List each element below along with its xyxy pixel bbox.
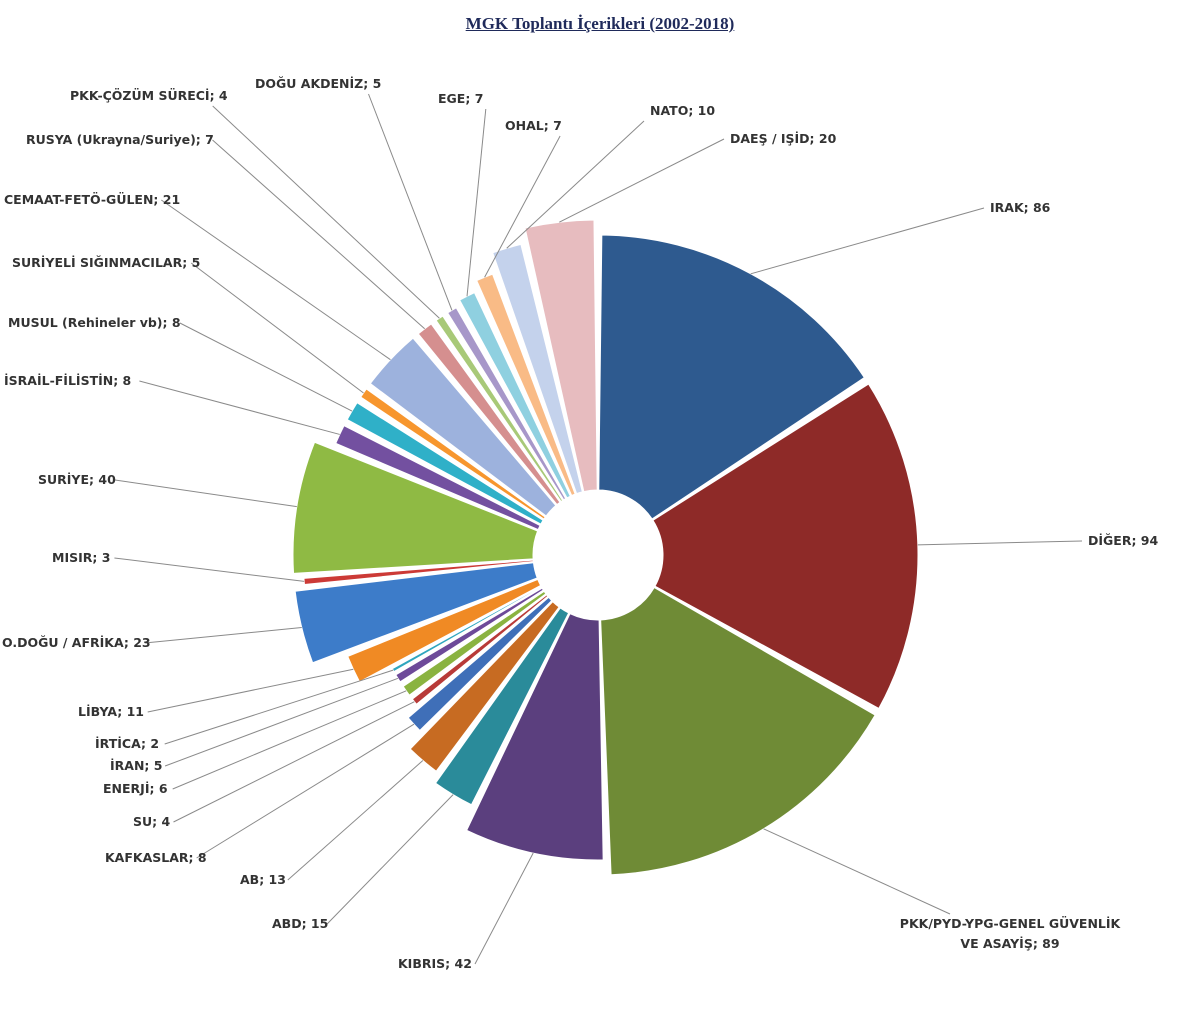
pie-slice-irak xyxy=(598,234,866,520)
pie-slice-su xyxy=(411,594,549,705)
pie-slice-nato xyxy=(492,243,583,495)
leader-line xyxy=(164,677,399,767)
slice-label: O.DOĞU / AFRİKA; 23 xyxy=(2,635,151,650)
slice-label: RUSYA (Ukrayna/Suriye); 7 xyxy=(26,132,214,147)
pie-slice-ohal xyxy=(476,273,576,497)
slice-label: İSRAİL-FİLİSTİN; 8 xyxy=(4,373,131,388)
leader-line xyxy=(368,93,453,311)
pie-slice-cemaat-fet-g-len xyxy=(369,337,557,517)
leader-line xyxy=(161,199,391,361)
slice-label: NATO; 10 xyxy=(650,103,715,118)
slice-label: OHAL; 7 xyxy=(505,118,562,133)
pie-slice-i-ran xyxy=(395,587,544,683)
leader-line xyxy=(506,120,645,249)
pie-slice-suri-ye xyxy=(292,441,539,574)
pie-slice-pkk-pyd-ypg-genel-g-venli-k-ve-asayi xyxy=(600,586,876,876)
slice-label: İRAN; 5 xyxy=(110,758,162,773)
leader-line xyxy=(287,760,424,881)
pie-slice-ege xyxy=(459,291,571,499)
pie-slice-suri-yeli-si-inmacilar xyxy=(360,388,546,520)
slice-label: İRTİCA; 2 xyxy=(95,736,159,751)
leader-line xyxy=(196,723,415,859)
slice-label: IRAK; 86 xyxy=(990,200,1051,215)
leader-line xyxy=(139,380,340,435)
slice-label: SURİYELİ SIĞINMACILAR; 5 xyxy=(12,255,200,270)
leader-line xyxy=(190,262,364,394)
slice-label: DOĞU AKDENİZ; 5 xyxy=(255,76,381,91)
leader-line xyxy=(164,669,394,745)
leader-line xyxy=(474,852,534,965)
slice-label: DİĞER; 94 xyxy=(1088,533,1158,548)
slice-label: KAFKASLAR; 8 xyxy=(105,850,207,865)
slice-label: PKK-ÇÖZÜM SÜRECİ; 4 xyxy=(70,88,228,103)
leader-line xyxy=(114,557,305,582)
pie-slice-i-srai-l-fi-li-sti-n xyxy=(335,424,541,531)
slice-label: SURİYE; 40 xyxy=(38,472,116,487)
pie-slice-misir xyxy=(303,559,534,586)
slice-label: VE ASAYİŞ; 89 xyxy=(960,936,1059,951)
slice-label: MUSUL (Rehineler vb); 8 xyxy=(8,315,181,330)
pie-slice-i-rti-ca xyxy=(391,585,543,673)
slice-label: SU; 4 xyxy=(133,814,171,829)
leader-line xyxy=(212,139,425,330)
pie-slice-ab xyxy=(409,601,560,772)
pie-slice-musul-rehineler-vb xyxy=(346,402,544,525)
slice-label: MISIR; 3 xyxy=(52,550,110,565)
leader-line xyxy=(179,322,353,412)
pie-slice-do-u-akdeni-z xyxy=(447,307,567,501)
pie-slice-kafkaslar xyxy=(407,596,553,732)
leader-line xyxy=(326,794,454,925)
leader-line xyxy=(212,105,440,319)
leader-line xyxy=(147,668,354,713)
pie-slice-abd xyxy=(434,607,570,806)
pie-slice-kibris xyxy=(466,613,604,861)
slice-label: ENERJİ; 6 xyxy=(103,781,168,796)
leader-line xyxy=(144,627,302,644)
slice-label: LİBYA; 11 xyxy=(78,704,144,719)
pie-slice-pkk-z-m-s-reci xyxy=(435,315,564,503)
chart-title: MGK Toplantı İçerikleri (2002-2018) xyxy=(465,14,735,33)
slice-label: PKK/PYD-YPG-GENEL GÜVENLİK xyxy=(900,916,1122,931)
leader-line xyxy=(763,828,951,915)
leader-line xyxy=(484,135,561,278)
leader-line xyxy=(114,479,297,508)
pie-slice-rusya-ukrayna-suriye xyxy=(417,323,561,506)
leader-line xyxy=(172,690,407,790)
leader-line xyxy=(466,108,487,297)
pie-slice-enerji xyxy=(402,590,547,696)
pie-slice-dae-i-i-d xyxy=(524,219,598,493)
slice-label: DAEŞ / IŞİD; 20 xyxy=(730,131,837,146)
pie-slice-di-er xyxy=(652,383,919,710)
pie-slice-o-do-u-afri-ka xyxy=(294,562,538,664)
slice-label: KIBRIS; 42 xyxy=(398,956,472,971)
slice-label: EGE; 7 xyxy=(438,91,483,106)
slice-label: CEMAAT-FETÖ-GÜLEN; 21 xyxy=(4,192,180,207)
leader-line xyxy=(559,138,725,223)
slice-label: AB; 13 xyxy=(240,872,286,887)
leader-line xyxy=(750,207,985,275)
slice-label: ABD; 15 xyxy=(272,916,328,931)
pie-slice-li-bya xyxy=(347,578,542,683)
leader-line xyxy=(917,540,1083,546)
leader-line xyxy=(173,701,415,823)
